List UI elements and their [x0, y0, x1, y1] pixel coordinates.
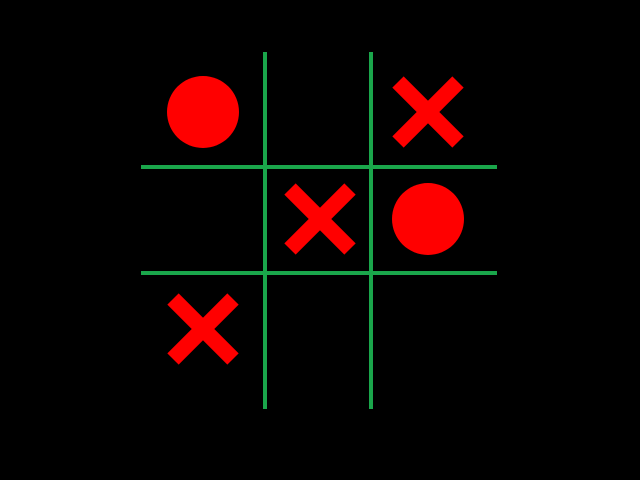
- cell-bottom-center[interactable]: [265, 273, 371, 409]
- grid-lines: [141, 52, 497, 409]
- cell-bottom-left[interactable]: [141, 273, 265, 409]
- cross-icon: [392, 76, 464, 148]
- cross-icon: [167, 293, 239, 365]
- circle-icon: [392, 183, 464, 255]
- cross-stroke: [392, 76, 464, 148]
- cross-icon: [284, 183, 356, 255]
- cross-stroke: [284, 183, 356, 255]
- cell-middle-left[interactable]: [141, 167, 265, 273]
- cell-bottom-right[interactable]: [371, 273, 497, 409]
- circle-icon: [167, 76, 239, 148]
- cell-top-center[interactable]: [265, 52, 371, 167]
- board-pieces: [167, 76, 464, 365]
- cross-stroke: [167, 293, 239, 365]
